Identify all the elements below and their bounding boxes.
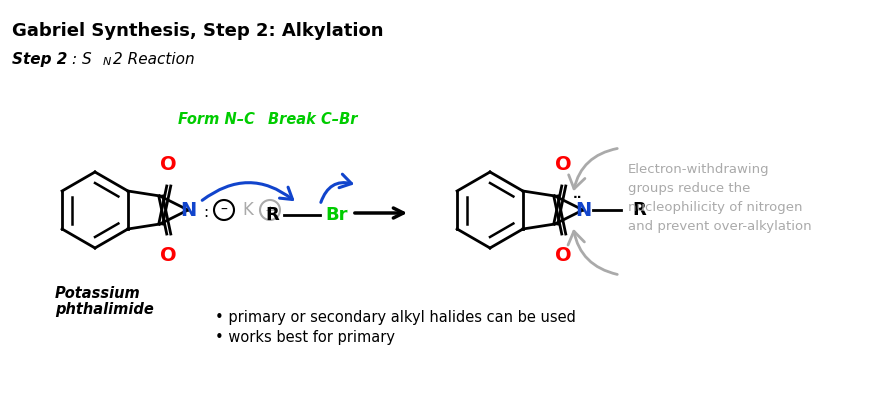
Text: Electron-withdrawing: Electron-withdrawing	[628, 163, 770, 176]
Text: :: :	[203, 204, 209, 219]
Text: N: N	[103, 57, 112, 67]
Text: • works best for primary: • works best for primary	[215, 330, 395, 345]
Text: +: +	[265, 203, 275, 216]
Text: O: O	[159, 246, 176, 265]
Text: R: R	[632, 201, 646, 219]
Text: ..: ..	[572, 188, 582, 201]
Text: N: N	[180, 201, 196, 219]
FancyArrowPatch shape	[568, 231, 617, 274]
Text: phthalimide: phthalimide	[55, 302, 154, 317]
Text: Potassium: Potassium	[55, 286, 141, 301]
Text: : S: : S	[72, 52, 92, 67]
Text: R: R	[265, 206, 279, 224]
Text: and prevent over-alkylation: and prevent over-alkylation	[628, 220, 811, 233]
Text: O: O	[554, 246, 571, 265]
Text: O: O	[159, 155, 176, 174]
Text: 2 Reaction: 2 Reaction	[113, 52, 194, 67]
Text: nucleophilicity of nitrogen: nucleophilicity of nitrogen	[628, 201, 803, 214]
Text: groups reduce the: groups reduce the	[628, 182, 751, 195]
FancyArrowPatch shape	[321, 174, 351, 203]
FancyArrowPatch shape	[568, 149, 617, 189]
Text: N: N	[575, 201, 591, 219]
Text: Form N–C: Form N–C	[178, 112, 255, 127]
Text: –: –	[221, 203, 227, 217]
Text: Br: Br	[326, 206, 348, 224]
FancyArrowPatch shape	[202, 183, 292, 200]
Text: K: K	[243, 201, 253, 219]
Text: O: O	[554, 155, 571, 174]
Text: Break C–Br: Break C–Br	[268, 112, 357, 127]
Text: Gabriel Synthesis, Step 2: Alkylation: Gabriel Synthesis, Step 2: Alkylation	[12, 22, 384, 40]
Text: • primary or secondary alkyl halides can be used: • primary or secondary alkyl halides can…	[215, 310, 576, 325]
Text: Step 2: Step 2	[12, 52, 68, 67]
